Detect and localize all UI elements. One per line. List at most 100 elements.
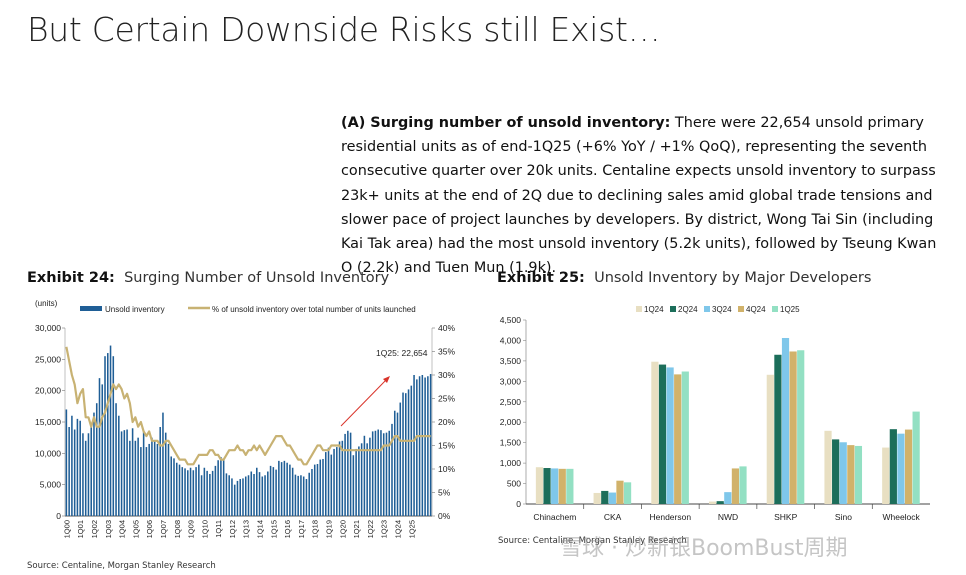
y2-tick-label: 40% <box>438 323 455 333</box>
developer-bar <box>797 350 805 504</box>
y-tick-label: 2,500 <box>500 397 522 407</box>
x-tick-label: 1Q11 <box>214 520 223 538</box>
y-tick-label: 4,500 <box>500 315 522 325</box>
inventory-bar <box>250 471 253 516</box>
inventory-bar <box>244 476 247 516</box>
inventory-bar <box>366 443 368 516</box>
y-tick-label: 30,000 <box>35 323 61 333</box>
legend-swatch <box>670 306 676 312</box>
inventory-bar <box>87 433 90 516</box>
legend-swatch <box>738 306 744 312</box>
developer-bar <box>651 361 659 504</box>
developer-bar <box>674 374 682 504</box>
inventory-bar <box>380 430 382 516</box>
y-tick-label: 1,500 <box>500 438 522 448</box>
y2-tick-label: 30% <box>438 370 455 380</box>
inventory-bar <box>344 433 346 516</box>
commentary-paragraph: (A) Surging number of unsold inventory: … <box>341 111 941 280</box>
inventory-bar <box>369 437 371 516</box>
legend-swatch-bars <box>80 306 102 311</box>
legend-label: 2Q24 <box>678 305 698 314</box>
inventory-bar <box>145 447 148 516</box>
inventory-bar <box>93 412 95 516</box>
y-tick-label: 1,000 <box>500 458 522 468</box>
inventory-bar <box>294 474 297 516</box>
developer-bar <box>789 351 797 504</box>
inventory-bar <box>203 467 206 516</box>
inventory-bar <box>239 479 241 516</box>
x-tick-label: 1Q08 <box>173 520 182 538</box>
x-tick-label: 1Q20 <box>338 520 347 538</box>
legend-label: 1Q24 <box>644 305 664 314</box>
inventory-bar <box>253 474 255 516</box>
inventory-bar <box>123 430 126 516</box>
inventory-bar <box>134 440 137 516</box>
developer-bar <box>724 492 732 504</box>
inventory-bar <box>148 443 150 516</box>
y-tick-label: 5,000 <box>40 480 62 490</box>
legend-label: 1Q25 <box>780 305 800 314</box>
inventory-bar <box>159 427 161 516</box>
inventory-bar <box>126 429 128 516</box>
inventory-bar <box>333 448 335 516</box>
x-tick-label: 1Q19 <box>325 520 334 538</box>
inventory-bar <box>162 412 164 516</box>
x-tick-label: 1Q03 <box>104 520 113 538</box>
x-tick-label: 1Q15 <box>269 520 278 538</box>
inventory-bar <box>98 378 101 516</box>
developer-bar <box>766 374 774 504</box>
annotation-arrow <box>340 378 388 427</box>
x-tick-label: 1Q07 <box>159 520 168 538</box>
inventory-bar <box>391 423 393 516</box>
inventory-bar <box>233 484 236 516</box>
inventory-bar <box>421 375 424 516</box>
inventory-bar <box>311 469 313 516</box>
exhibit-25-label: Exhibit 25: <box>497 270 585 286</box>
y2-tick-label: 20% <box>438 417 455 427</box>
exhibit-24-title: Surging Number of Unsold Inventory <box>124 270 390 286</box>
y-tick-label: 25,000 <box>35 354 61 364</box>
inventory-bar <box>195 467 197 516</box>
y-tick-label: 20,000 <box>35 386 61 396</box>
inventory-bar <box>129 440 131 516</box>
developer-bar <box>781 337 790 504</box>
inventory-bar <box>280 462 283 516</box>
x-tick-label: 1Q01 <box>76 520 85 538</box>
developer-bar <box>593 492 601 504</box>
x-tick-label: 1Q04 <box>118 520 127 538</box>
inventory-bar <box>107 353 109 516</box>
inventory-bar <box>267 471 269 516</box>
inventory-bar <box>261 476 264 516</box>
inventory-bar <box>242 478 244 516</box>
inventory-bar <box>140 447 142 516</box>
inventory-bar <box>388 430 391 516</box>
inventory-bar <box>289 464 291 516</box>
inventory-bar <box>275 469 277 516</box>
x-tick-label: 1Q14 <box>256 520 265 538</box>
inventory-bar <box>330 454 333 516</box>
developer-bar <box>709 501 717 504</box>
x-tick-label: 1Q24 <box>394 520 403 538</box>
x-tick-label: 1Q05 <box>131 520 140 538</box>
x-tick-label: 1Q22 <box>366 520 375 538</box>
inventory-bar <box>352 455 355 516</box>
inventory-bar <box>153 440 156 516</box>
x-tick-label: 1Q25 <box>407 520 416 538</box>
exhibit-25-heading: Exhibit 25: Unsold Inventory by Major De… <box>497 270 871 286</box>
inventory-bar <box>269 465 272 516</box>
developer-bar <box>558 468 566 504</box>
inventory-bar <box>68 427 70 516</box>
inventory-bar <box>349 432 352 516</box>
developer-bar <box>839 442 847 504</box>
y-tick-label: 500 <box>507 479 521 489</box>
x-tick-label: 1Q00 <box>62 520 71 538</box>
inventory-bar <box>272 467 275 516</box>
developer-bar <box>832 439 840 504</box>
y-tick-label: 0 <box>56 511 61 521</box>
developer-bar <box>566 468 574 504</box>
inventory-bar <box>338 441 341 516</box>
developer-bar <box>658 364 667 504</box>
inventory-bar <box>264 475 266 516</box>
inventory-bar <box>355 448 357 516</box>
inventory-bar <box>71 415 73 516</box>
